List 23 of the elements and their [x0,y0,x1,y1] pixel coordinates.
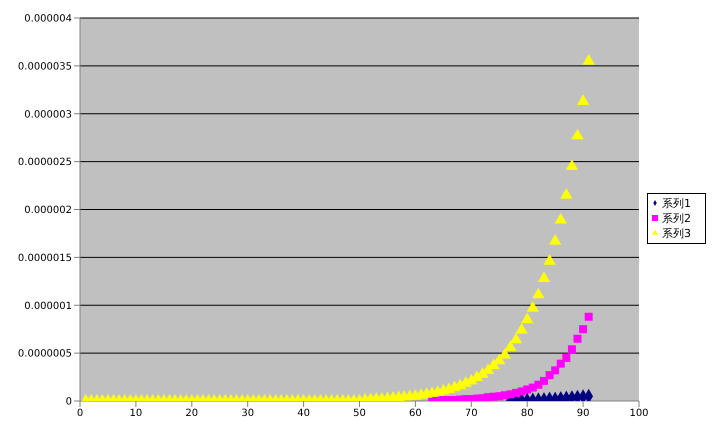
x-tick-label: 0 [76,408,84,420]
legend-label: 系列3 [662,226,691,240]
y-tick-label: 0.000003 [24,109,72,120]
x-tick-label: 40 [297,408,310,420]
y-tick-label: 0.0000035 [18,61,72,72]
y-tick-label: 0.000004 [24,14,72,25]
x-tick-label: 70 [464,408,478,420]
x-tick-label: 90 [576,408,590,420]
x-tick-label: 60 [409,408,422,420]
y-tick-label: 0.000001 [24,300,72,312]
x-tick-label: 10 [130,408,142,420]
y-tick-label: 0.0000015 [18,252,72,264]
y-tick-label: 0.0000005 [18,348,72,360]
x-tick-label: 30 [241,408,254,420]
legend-label: 系列1 [662,196,691,210]
y-tick-label: 0 [66,396,72,408]
x-tick-label: 80 [520,408,534,420]
y-tick-label: 0.0000025 [18,157,72,168]
legend-label: 系列2 [662,212,691,224]
y-tick-label: 0.000002 [24,205,72,216]
x-tick-label: 100 [629,408,649,420]
x-tick-label: 20 [185,408,198,420]
x-tick-label: 50 [353,408,366,420]
